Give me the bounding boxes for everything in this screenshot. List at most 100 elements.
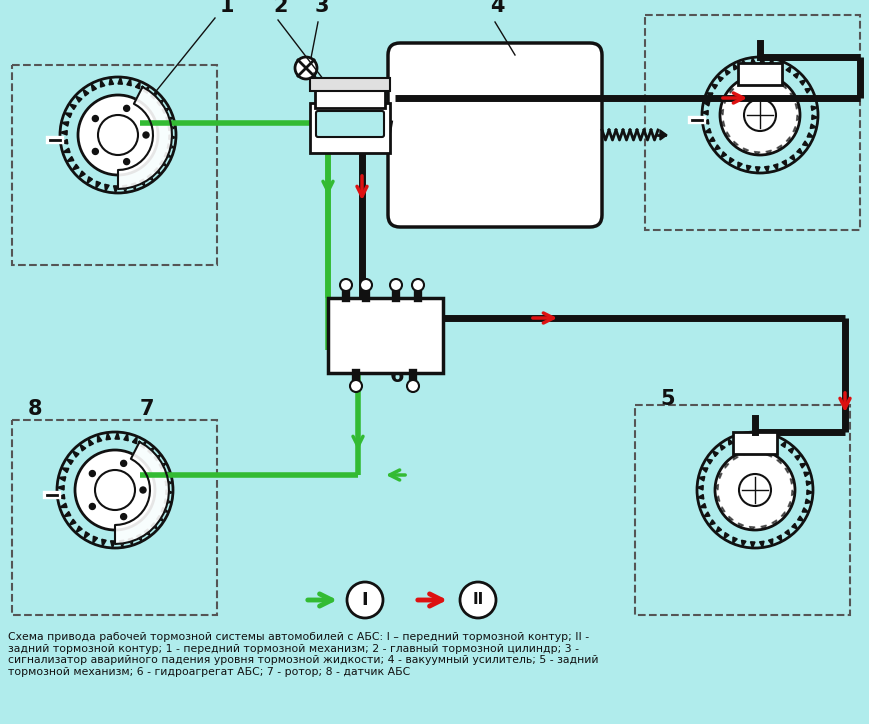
Polygon shape	[786, 137, 791, 141]
Circle shape	[412, 279, 424, 291]
Polygon shape	[725, 69, 730, 75]
Circle shape	[90, 471, 96, 476]
Polygon shape	[805, 88, 812, 93]
Polygon shape	[701, 468, 708, 472]
Polygon shape	[788, 502, 792, 507]
Polygon shape	[773, 164, 778, 170]
Polygon shape	[769, 59, 773, 64]
Circle shape	[347, 582, 383, 618]
Polygon shape	[795, 455, 801, 460]
Circle shape	[720, 75, 800, 155]
Polygon shape	[746, 165, 751, 172]
Polygon shape	[166, 117, 173, 122]
Polygon shape	[782, 85, 786, 89]
Polygon shape	[154, 455, 161, 460]
Polygon shape	[160, 161, 167, 167]
Circle shape	[121, 513, 127, 520]
Polygon shape	[742, 59, 746, 66]
Polygon shape	[768, 539, 773, 545]
Text: II: II	[473, 592, 484, 607]
Circle shape	[140, 487, 146, 493]
Polygon shape	[793, 72, 799, 78]
Polygon shape	[772, 78, 777, 82]
Polygon shape	[83, 531, 90, 539]
Polygon shape	[755, 450, 760, 453]
Polygon shape	[159, 463, 167, 468]
Polygon shape	[69, 104, 76, 109]
Circle shape	[121, 460, 127, 466]
FancyBboxPatch shape	[388, 43, 602, 227]
Polygon shape	[793, 127, 797, 132]
Polygon shape	[777, 145, 782, 149]
Polygon shape	[106, 432, 110, 439]
Polygon shape	[720, 109, 724, 115]
Polygon shape	[80, 444, 86, 451]
Polygon shape	[802, 508, 808, 512]
Polygon shape	[725, 464, 729, 468]
Polygon shape	[807, 132, 813, 137]
Circle shape	[390, 279, 402, 291]
Text: 4: 4	[490, 0, 505, 16]
Polygon shape	[785, 468, 789, 473]
Polygon shape	[721, 121, 725, 127]
Polygon shape	[715, 484, 719, 490]
Polygon shape	[140, 179, 145, 187]
Polygon shape	[806, 490, 813, 494]
Polygon shape	[69, 519, 76, 526]
Text: 3: 3	[315, 0, 329, 16]
Polygon shape	[713, 451, 719, 457]
Polygon shape	[154, 168, 161, 174]
Bar	[645, 15, 860, 230]
Polygon shape	[733, 537, 737, 544]
Polygon shape	[788, 447, 794, 453]
Polygon shape	[702, 111, 708, 115]
Polygon shape	[131, 183, 136, 190]
Polygon shape	[129, 538, 132, 545]
Polygon shape	[748, 76, 754, 80]
Polygon shape	[798, 516, 804, 521]
Polygon shape	[720, 152, 726, 158]
Circle shape	[715, 450, 795, 530]
Polygon shape	[109, 77, 114, 85]
Polygon shape	[708, 137, 715, 142]
Text: Схема привода рабочей тормозной системы автомобилей с АБС: I – передний тормозно: Схема привода рабочей тормозной системы …	[8, 632, 599, 677]
Bar	[12, 420, 217, 615]
Polygon shape	[760, 542, 764, 547]
Polygon shape	[777, 535, 782, 542]
Polygon shape	[738, 162, 742, 169]
Bar	[315, 88, 385, 108]
Circle shape	[744, 99, 776, 131]
Polygon shape	[721, 507, 725, 512]
Polygon shape	[141, 441, 146, 448]
Circle shape	[350, 380, 362, 392]
Polygon shape	[118, 87, 172, 189]
Polygon shape	[749, 526, 755, 530]
Polygon shape	[697, 486, 703, 490]
Circle shape	[123, 159, 129, 164]
Polygon shape	[706, 459, 713, 464]
Polygon shape	[79, 171, 85, 178]
Polygon shape	[148, 447, 154, 454]
Polygon shape	[773, 437, 777, 443]
Polygon shape	[57, 494, 65, 499]
Polygon shape	[724, 533, 729, 539]
Polygon shape	[806, 499, 812, 503]
Polygon shape	[63, 148, 70, 153]
Polygon shape	[778, 62, 782, 68]
Polygon shape	[101, 80, 105, 87]
Polygon shape	[704, 512, 710, 517]
Polygon shape	[811, 106, 818, 111]
Polygon shape	[144, 529, 150, 536]
Polygon shape	[72, 164, 79, 170]
Polygon shape	[115, 432, 119, 439]
Circle shape	[460, 582, 496, 618]
Polygon shape	[812, 115, 818, 119]
Polygon shape	[165, 481, 173, 486]
Text: 6: 6	[390, 366, 404, 386]
Polygon shape	[782, 160, 786, 167]
Polygon shape	[781, 441, 786, 447]
Polygon shape	[717, 76, 723, 82]
Polygon shape	[800, 463, 806, 468]
Polygon shape	[169, 135, 176, 140]
Bar	[738, 63, 782, 85]
